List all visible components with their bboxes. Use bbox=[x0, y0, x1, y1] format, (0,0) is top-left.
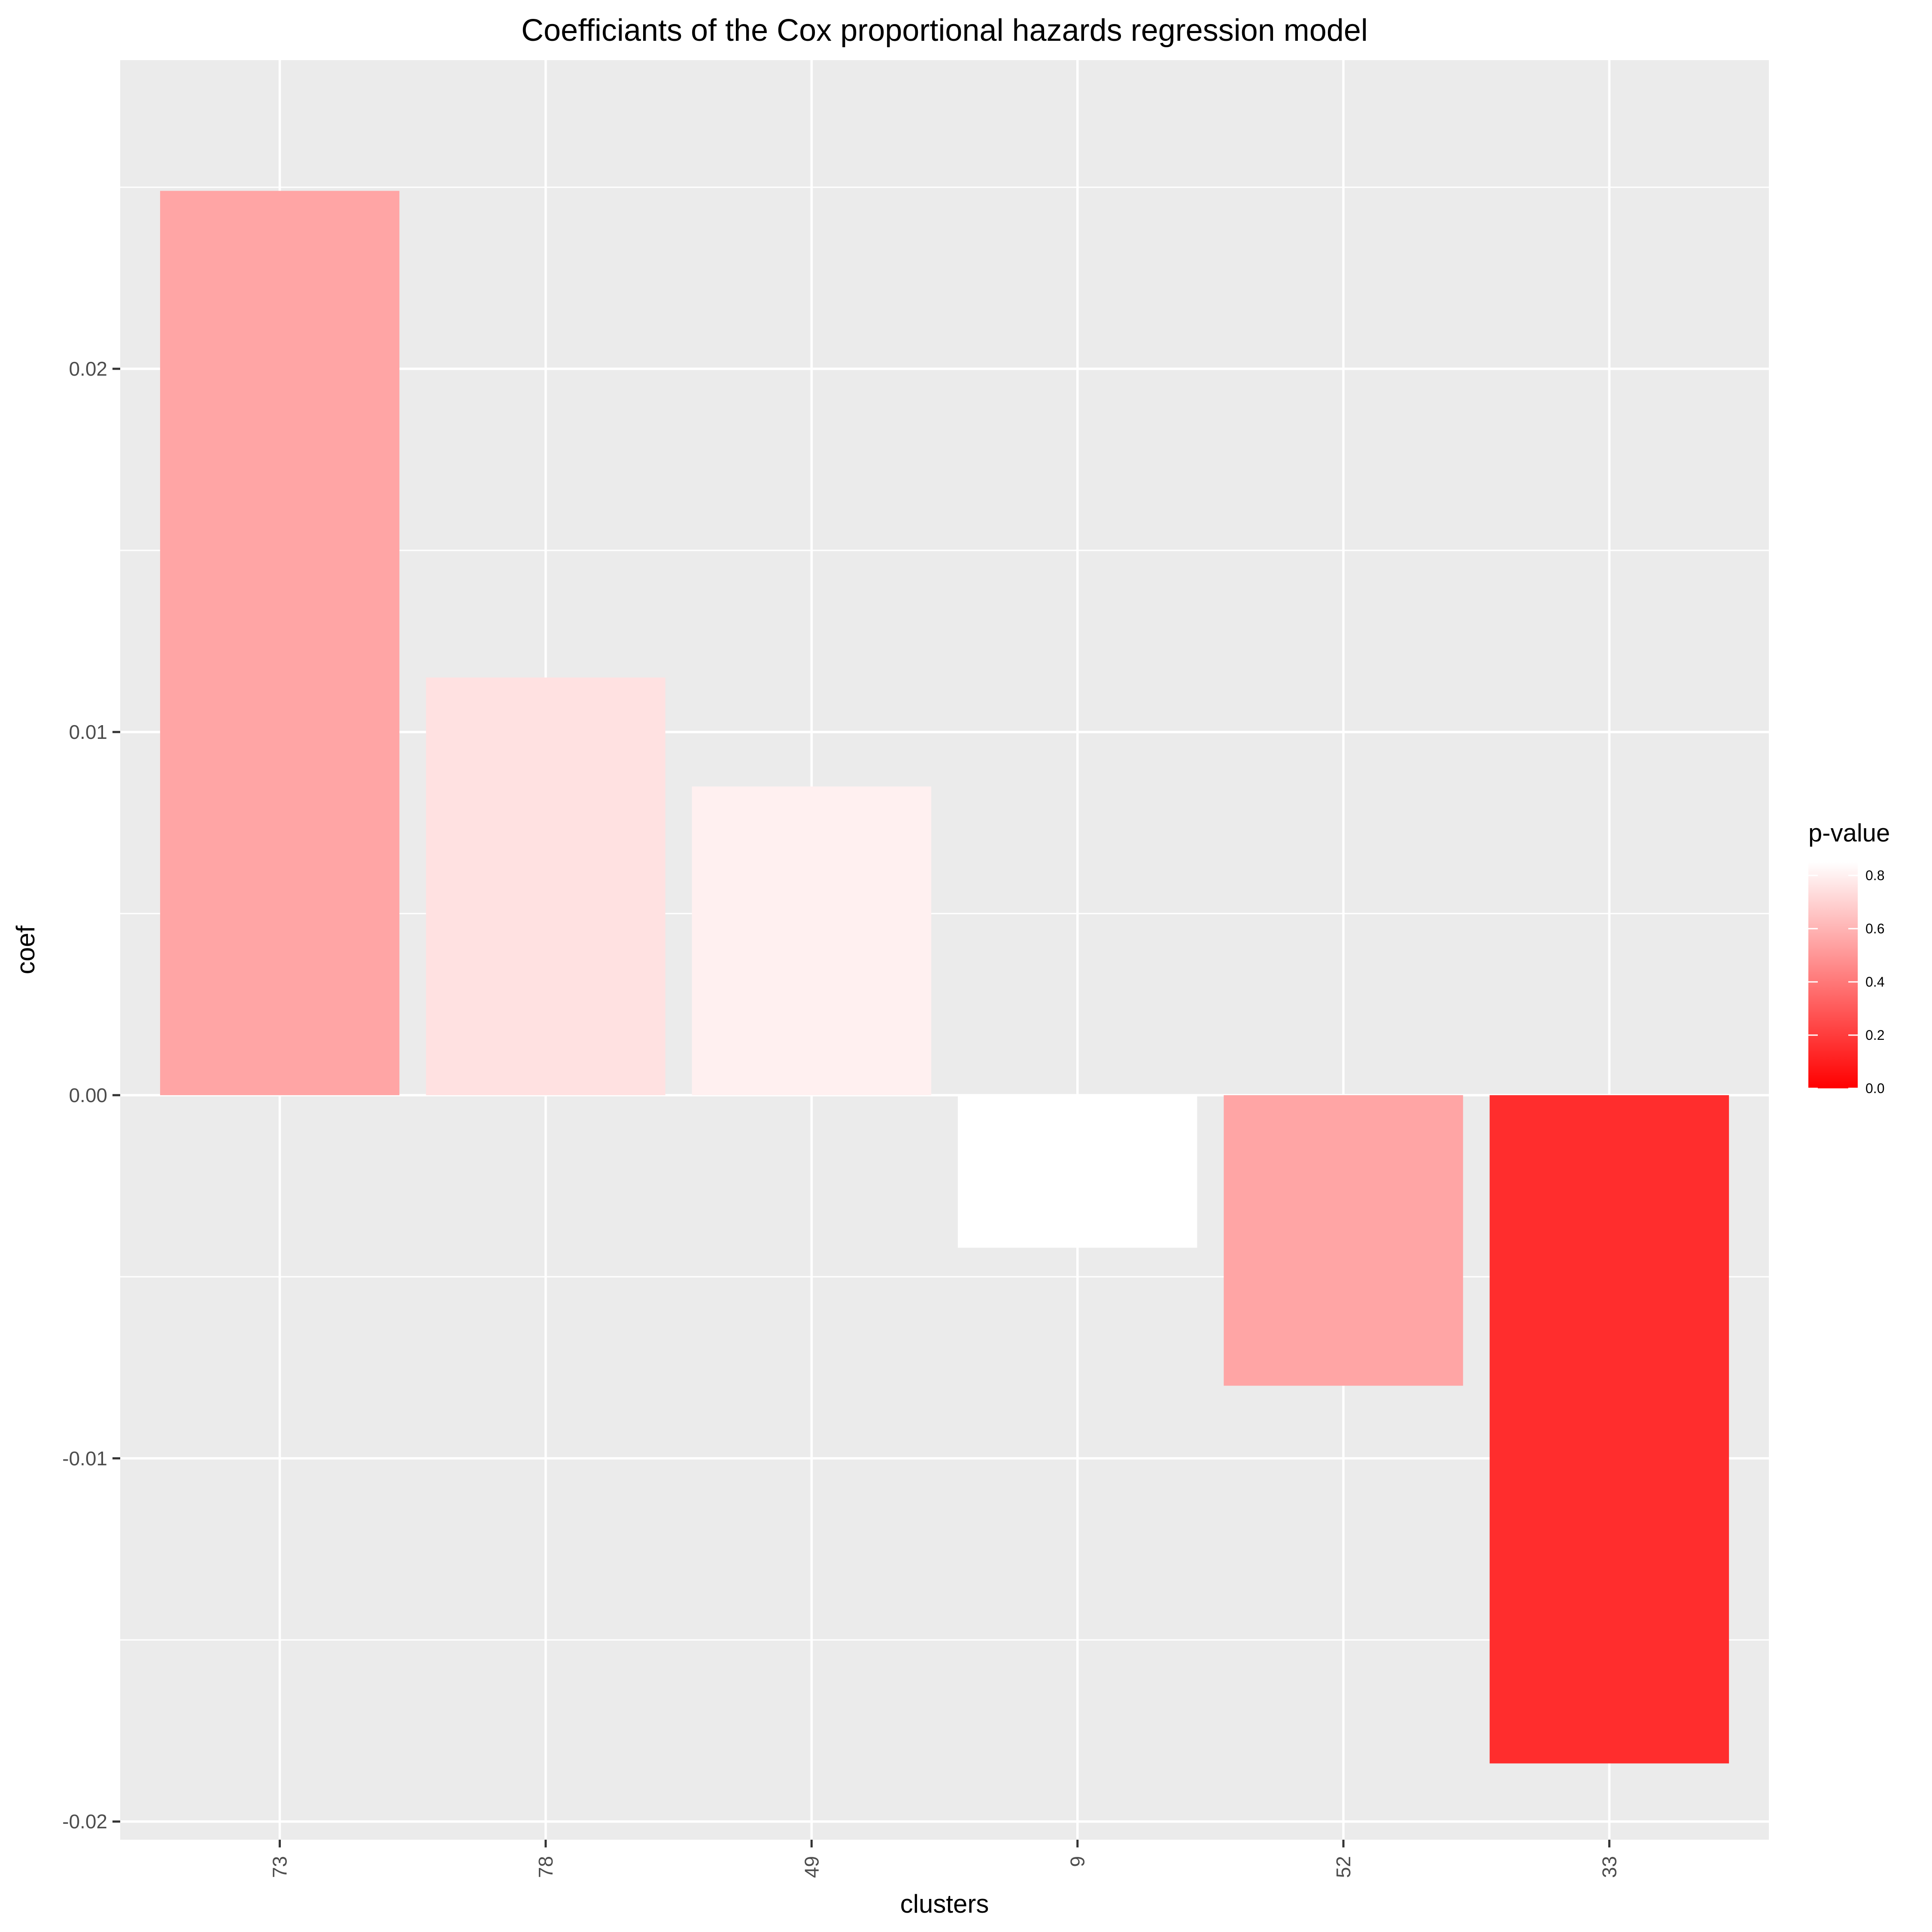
chart-title: Coefficiants of the Cox proportional haz… bbox=[521, 13, 1368, 48]
bar-33 bbox=[1489, 1095, 1729, 1764]
bars bbox=[160, 191, 1729, 1764]
y-axis-ticks: -0.02 -0.01 0.00 0.01 0.02 bbox=[62, 358, 120, 1833]
y-tick-label: 0.00 bbox=[69, 1084, 107, 1106]
bar-52 bbox=[1224, 1095, 1463, 1386]
y-tick-label: -0.01 bbox=[62, 1447, 107, 1470]
legend-tick-label: 0.8 bbox=[1865, 868, 1884, 883]
y-axis-label: coef bbox=[11, 925, 40, 974]
x-tick-label: 9 bbox=[1066, 1856, 1089, 1867]
legend-tick-label: 0.2 bbox=[1865, 1027, 1884, 1043]
x-tick-label: 78 bbox=[535, 1856, 557, 1878]
legend-colorbar bbox=[1808, 862, 1858, 1088]
x-tick-label: 33 bbox=[1598, 1856, 1620, 1878]
x-axis-label: clusters bbox=[900, 1889, 989, 1918]
x-tick-label: 73 bbox=[269, 1856, 291, 1878]
y-tick-label: 0.02 bbox=[69, 358, 107, 380]
x-tick-label: 49 bbox=[800, 1856, 823, 1878]
legend-tick-label: 0.0 bbox=[1865, 1081, 1884, 1096]
y-tick-label: 0.01 bbox=[69, 721, 107, 743]
legend-ticks: 0.0 0.2 0.4 0.6 0.8 bbox=[1808, 868, 1884, 1096]
y-tick-label: -0.02 bbox=[62, 1810, 107, 1833]
legend-tick-label: 0.4 bbox=[1865, 974, 1884, 990]
legend: p-value 0.0 0.2 0.4 0.6 0.8 bbox=[1808, 819, 1890, 1096]
bar-9 bbox=[957, 1095, 1197, 1248]
legend-title: p-value bbox=[1808, 819, 1890, 847]
legend-tick-label: 0.6 bbox=[1865, 921, 1884, 936]
x-axis-ticks: 73 78 49 9 52 33 bbox=[269, 1840, 1620, 1878]
bar-78 bbox=[426, 677, 665, 1095]
bar-49 bbox=[692, 786, 932, 1095]
x-tick-label: 52 bbox=[1332, 1856, 1355, 1878]
bar-73 bbox=[160, 191, 400, 1095]
